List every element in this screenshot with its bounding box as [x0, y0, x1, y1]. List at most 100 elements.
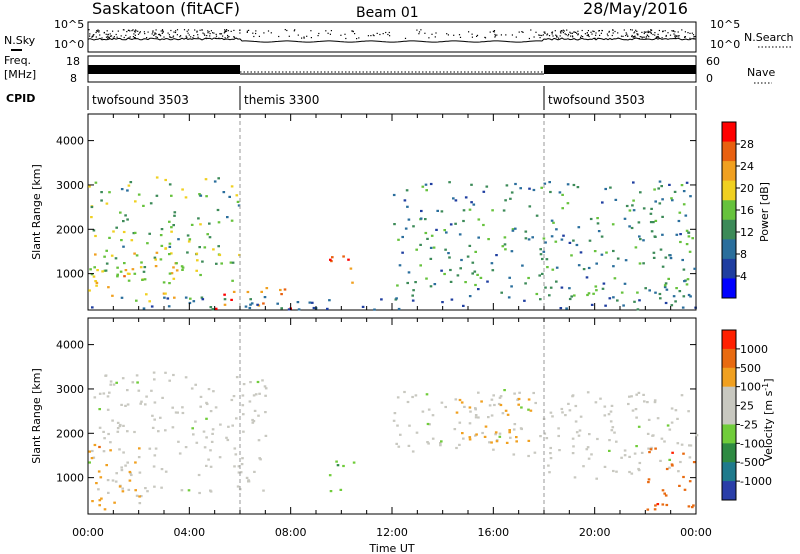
echo-cell [205, 464, 208, 467]
echo-cell [454, 222, 457, 225]
echo-cell [235, 417, 238, 420]
echo-cell [154, 265, 158, 268]
echo-cell [652, 221, 655, 224]
echo-cell [223, 303, 227, 306]
echo-cell [493, 403, 496, 407]
power-ylabel: Slant Range [km] [30, 164, 43, 260]
echo-cell [608, 449, 611, 452]
echo-cell [342, 464, 345, 468]
echo-cell [249, 303, 252, 306]
echo-cell [518, 391, 521, 394]
echo-cell [488, 441, 491, 444]
echo-cell [614, 198, 618, 201]
echo-cell [682, 190, 686, 193]
echo-cell [692, 504, 695, 507]
echo-cell [326, 307, 329, 310]
echo-cell [689, 295, 692, 298]
echo-cell [311, 301, 314, 304]
echo-cell [642, 207, 646, 210]
echo-cell [648, 289, 651, 292]
echo-cell [501, 412, 505, 415]
echo-cell [258, 392, 261, 395]
echo-cell [114, 257, 118, 260]
echo-cell [561, 193, 564, 196]
echo-cell [585, 448, 589, 451]
echo-cell [676, 417, 679, 420]
echo-cell [545, 258, 549, 261]
echo-cell [560, 407, 564, 411]
echo-cell [686, 278, 690, 281]
echo-cell [235, 376, 239, 379]
colorbar-tick: 1000 [740, 343, 768, 356]
colorbar-tick: 100 [740, 381, 761, 394]
noise-left-tick-low: 10^0 [54, 38, 84, 51]
echo-cell [549, 190, 552, 194]
echo-cell [135, 374, 139, 377]
echo-cell [109, 383, 112, 386]
echo-cell [659, 297, 662, 300]
noise-panel: N.Sky 10^5 10^0 10^5 10^0 N.Search [4, 18, 794, 53]
echo-cell [495, 254, 498, 257]
echo-cell [664, 256, 668, 259]
echo-cell [460, 258, 463, 262]
echo-cell [561, 207, 564, 210]
echo-cell [192, 300, 196, 303]
echo-cell [477, 236, 480, 239]
y-tick-label: 3000 [56, 383, 84, 396]
echo-cell [210, 440, 214, 443]
echo-cell [209, 449, 212, 452]
echo-cell [681, 306, 685, 309]
echo-cell [653, 188, 656, 191]
noise-right-label: N.Search [744, 31, 794, 44]
echo-cell [135, 494, 139, 497]
echo-cell [133, 272, 137, 275]
echo-cell [241, 457, 244, 460]
echo-cell [126, 461, 129, 464]
echo-cell [586, 391, 590, 394]
echo-cell [144, 487, 147, 490]
echo-cell [143, 266, 147, 269]
echo-cell [134, 200, 137, 203]
echo-cell [508, 276, 511, 279]
echo-cell [231, 279, 234, 282]
echo-cell [102, 430, 105, 433]
x-tick-label: 16:00 [477, 526, 509, 539]
echo-cell [508, 429, 511, 432]
echo-cell [397, 445, 401, 448]
echo-cell [665, 467, 669, 471]
echo-cell [624, 259, 628, 262]
echo-cell [198, 246, 201, 249]
echo-cell [538, 274, 541, 277]
echo-cell [199, 405, 202, 408]
echo-cell [392, 193, 396, 197]
echo-cell [679, 233, 682, 236]
x-tick-label: 12:00 [376, 526, 408, 539]
echo-cell [168, 183, 172, 186]
echo-cell [111, 419, 114, 422]
echo-cell [181, 406, 184, 409]
echo-cell [647, 447, 650, 450]
echo-cell [191, 427, 194, 430]
echo-cell [671, 199, 674, 202]
velocity-ylabel: Slant Range [km] [30, 368, 43, 464]
echo-cell [609, 410, 613, 413]
echo-cell [557, 434, 560, 438]
echo-cell [481, 431, 484, 435]
echo-cell [669, 254, 672, 257]
echo-cell [494, 431, 498, 434]
echo-cell [114, 480, 118, 483]
echo-cell [230, 185, 234, 188]
echo-cell [474, 283, 477, 287]
echo-cell [126, 389, 129, 392]
freq-panel: Freq. [MHz] 18 8 60 0 Nave [4, 54, 775, 85]
echo-cell [148, 232, 151, 235]
echo-cell [668, 183, 671, 186]
echo-cell [199, 395, 203, 398]
echo-cell [89, 268, 92, 271]
echo-cell [544, 241, 547, 244]
echo-cell [135, 254, 139, 257]
echo-cell [550, 235, 554, 238]
echo-cell [565, 307, 568, 310]
echo-cell [216, 208, 220, 212]
echo-cell [532, 188, 536, 192]
